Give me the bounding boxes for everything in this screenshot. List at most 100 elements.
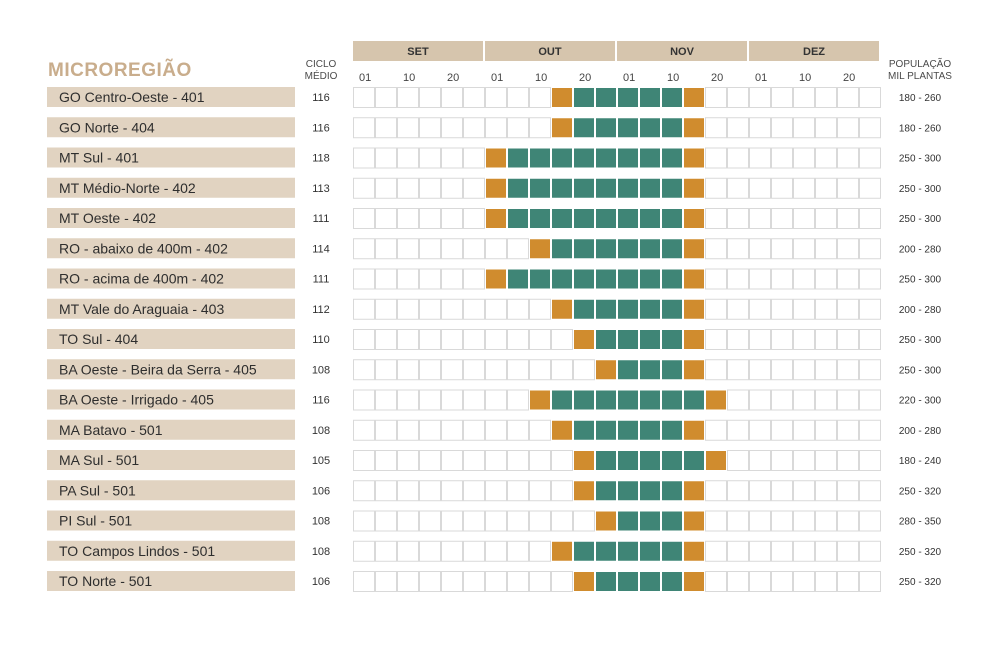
calendar-cell-edge — [683, 208, 705, 229]
calendar-cell-empty — [771, 510, 793, 532]
calendar-cell-recommended — [661, 87, 683, 108]
calendar-cell-empty — [463, 571, 485, 592]
calendar-cell-empty — [441, 177, 463, 199]
calendar-cell-empty — [837, 238, 859, 260]
calendar-cell-empty — [727, 540, 749, 562]
population-value: 250 - 300 — [899, 365, 942, 376]
microregion-rows: GO Centro-Oeste - 401 116 180 - 260 GO Nort… — [47, 87, 942, 592]
calendar-cell-empty — [749, 450, 771, 471]
calendar-cell-empty — [727, 329, 749, 350]
calendar-cell-empty — [793, 87, 815, 108]
calendar-cell-empty — [353, 480, 375, 502]
row-label: RO - abaixo de 400m - 402 — [59, 240, 228, 256]
calendar-cell-empty — [815, 419, 837, 441]
calendar-cell-empty — [749, 540, 771, 562]
calendar-cell-recommended — [595, 298, 617, 320]
calendar-cell-empty — [837, 147, 859, 169]
calendar-cell-empty — [397, 329, 419, 350]
table-row: GO Centro-Oeste - 401 116 180 - 260 — [47, 87, 942, 108]
calendar-cell-empty — [793, 268, 815, 290]
population-value: 250 - 300 — [899, 214, 942, 225]
calendar-cell-empty — [551, 510, 573, 532]
table-row: PA Sul - 501 106 250 - 320 — [47, 480, 942, 502]
ciclo-value: 111 — [313, 274, 330, 286]
month-label-dez: DEZ — [803, 46, 825, 58]
calendar-cell-empty — [507, 571, 529, 592]
calendar-cell-empty — [397, 268, 419, 290]
calendar-cell-empty — [705, 298, 727, 320]
row-label: GO Norte - 404 — [59, 119, 155, 135]
calendar-cell-empty — [551, 329, 573, 350]
row-label: MT Oeste - 402 — [59, 210, 156, 226]
calendar-cell-empty — [507, 359, 529, 381]
calendar-cell-recommended — [617, 510, 639, 532]
calendar-cell-empty — [419, 480, 441, 502]
ciclo-value: 108 — [312, 425, 330, 437]
row-label: GO Centro-Oeste - 401 — [59, 89, 205, 105]
calendar-cell-empty — [705, 571, 727, 592]
population-value: 200 - 280 — [899, 426, 942, 437]
calendar-cell-recommended — [507, 208, 529, 229]
calendar-cell-empty — [815, 571, 837, 592]
calendar-cell-empty — [705, 359, 727, 381]
calendar-cell-empty — [749, 238, 771, 260]
calendar-cell-empty — [727, 359, 749, 381]
population-value: 180 - 260 — [899, 123, 942, 134]
calendar-cell-empty — [793, 389, 815, 411]
calendar-cell-empty — [529, 450, 551, 471]
calendar-cell-empty — [397, 480, 419, 502]
month-label-out: OUT — [538, 46, 562, 58]
calendar-cell-empty — [353, 329, 375, 350]
day-tick: 10 — [403, 72, 415, 84]
day-tick: 20 — [843, 72, 855, 84]
calendar-cell-empty — [793, 177, 815, 199]
calendar-cell-empty — [815, 87, 837, 108]
day-tick: 01 — [359, 72, 371, 84]
table-row: MT Sul - 401 118 250 - 300 — [47, 147, 942, 169]
calendar-cell-empty — [353, 419, 375, 441]
calendar-cell-recommended — [661, 540, 683, 562]
calendar-cell-empty — [859, 177, 881, 199]
calendar-cell-empty — [397, 117, 419, 139]
calendar-cell-empty — [749, 419, 771, 441]
calendar-cell-empty — [463, 419, 485, 441]
calendar-cell-empty — [529, 571, 551, 592]
calendar-cell-empty — [485, 450, 507, 471]
calendar-cell-empty — [441, 450, 463, 471]
calendar-cell-edge — [683, 540, 705, 562]
calendar-cell-empty — [859, 298, 881, 320]
table-row: RO - abaixo de 400m - 402 114 200 - 280 — [47, 238, 942, 260]
calendar-cell-empty — [375, 238, 397, 260]
calendar-cell-empty — [507, 389, 529, 411]
calendar-cell-empty — [749, 268, 771, 290]
calendar-cell-empty — [793, 238, 815, 260]
calendar-cell-recommended — [551, 389, 573, 411]
calendar-cell-empty — [771, 298, 793, 320]
day-tick: 10 — [799, 72, 811, 84]
calendar-cell-recommended — [617, 117, 639, 139]
calendar-cell-recommended — [617, 208, 639, 229]
calendar-cell-recommended — [639, 268, 661, 290]
calendar-cell-empty — [485, 510, 507, 532]
table-row: TO Norte - 501 106 250 - 320 — [47, 571, 942, 592]
calendar-cell-recommended — [507, 268, 529, 290]
row-label: MT Sul - 401 — [59, 150, 139, 166]
calendar-cell-empty — [397, 298, 419, 320]
calendar-cell-empty — [529, 117, 551, 139]
calendar-cell-empty — [353, 510, 375, 532]
calendar-cell-edge — [705, 450, 727, 471]
calendar-cell-recommended — [661, 329, 683, 350]
calendar-cell-empty — [375, 329, 397, 350]
calendar-cell-empty — [419, 329, 441, 350]
ciclo-value: 114 — [312, 243, 330, 255]
calendar-cell-empty — [463, 87, 485, 108]
row-label-background — [47, 87, 295, 107]
calendar-cell-empty — [397, 419, 419, 441]
ciclo-value: 108 — [312, 516, 330, 528]
calendar-cell-empty — [441, 419, 463, 441]
calendar-cell-empty — [353, 238, 375, 260]
calendar-cell-empty — [375, 510, 397, 532]
calendar-cell-empty — [441, 389, 463, 411]
calendar-cell-empty — [507, 298, 529, 320]
calendar-cell-empty — [441, 480, 463, 502]
